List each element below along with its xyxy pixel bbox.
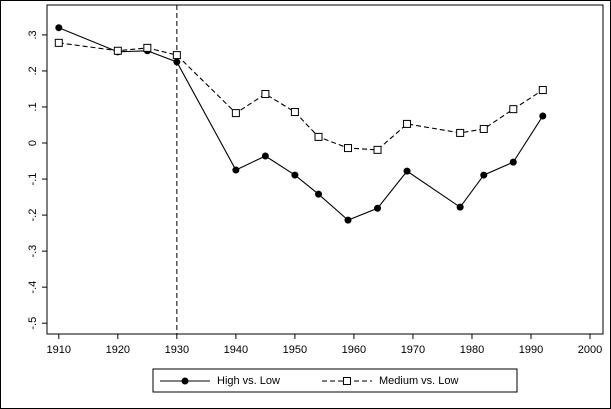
point xyxy=(261,90,270,99)
point xyxy=(509,158,517,166)
legend-marker xyxy=(343,377,351,385)
legend-marker xyxy=(181,377,189,385)
y-tick-label: -.3 xyxy=(27,245,39,258)
point xyxy=(539,112,547,120)
y-tick-label: -.4 xyxy=(27,281,39,294)
point xyxy=(290,108,299,117)
y-tick-label: -.1 xyxy=(27,173,39,186)
point xyxy=(231,109,240,118)
x-tick-label: 1980 xyxy=(460,344,484,356)
x-tick-label: 1970 xyxy=(401,344,425,356)
x-tick-label: 1940 xyxy=(224,344,248,356)
x-tick-label: 1960 xyxy=(342,344,366,356)
point xyxy=(538,86,547,95)
x-tick-label: 1910 xyxy=(47,344,71,356)
legend-label: High vs. Low xyxy=(217,375,280,387)
point xyxy=(456,203,464,211)
y-tick-label: .3 xyxy=(27,30,39,39)
legend-box xyxy=(152,368,518,393)
y-tick-label: -.2 xyxy=(27,209,39,222)
point xyxy=(373,145,382,154)
point xyxy=(403,119,412,128)
x-tick-label: 1990 xyxy=(519,344,543,356)
point xyxy=(143,43,152,52)
point xyxy=(344,216,352,224)
y-tick-label: -.5 xyxy=(27,317,39,330)
x-tick-label: 1950 xyxy=(283,344,307,356)
point xyxy=(261,152,269,160)
plot-frame xyxy=(46,4,604,335)
point xyxy=(315,190,323,198)
point xyxy=(55,24,63,32)
point xyxy=(403,167,411,175)
x-tick-label: 2000 xyxy=(578,344,602,356)
x-tick-label: 1920 xyxy=(106,344,130,356)
y-tick-label: .1 xyxy=(27,102,39,111)
legend-label: Medium vs. Low xyxy=(379,375,459,387)
point xyxy=(344,144,353,153)
point xyxy=(172,51,181,60)
point xyxy=(456,128,465,137)
y-tick-label: .2 xyxy=(27,66,39,75)
x-tick-label: 1930 xyxy=(165,344,189,356)
point xyxy=(479,124,488,133)
point xyxy=(232,166,240,174)
point xyxy=(374,204,382,212)
point xyxy=(173,58,181,66)
point xyxy=(113,46,122,55)
point xyxy=(480,171,488,179)
point xyxy=(54,38,63,47)
y-tick-label: 0 xyxy=(27,140,39,146)
point xyxy=(509,105,518,114)
point xyxy=(291,171,299,179)
point xyxy=(314,132,323,141)
